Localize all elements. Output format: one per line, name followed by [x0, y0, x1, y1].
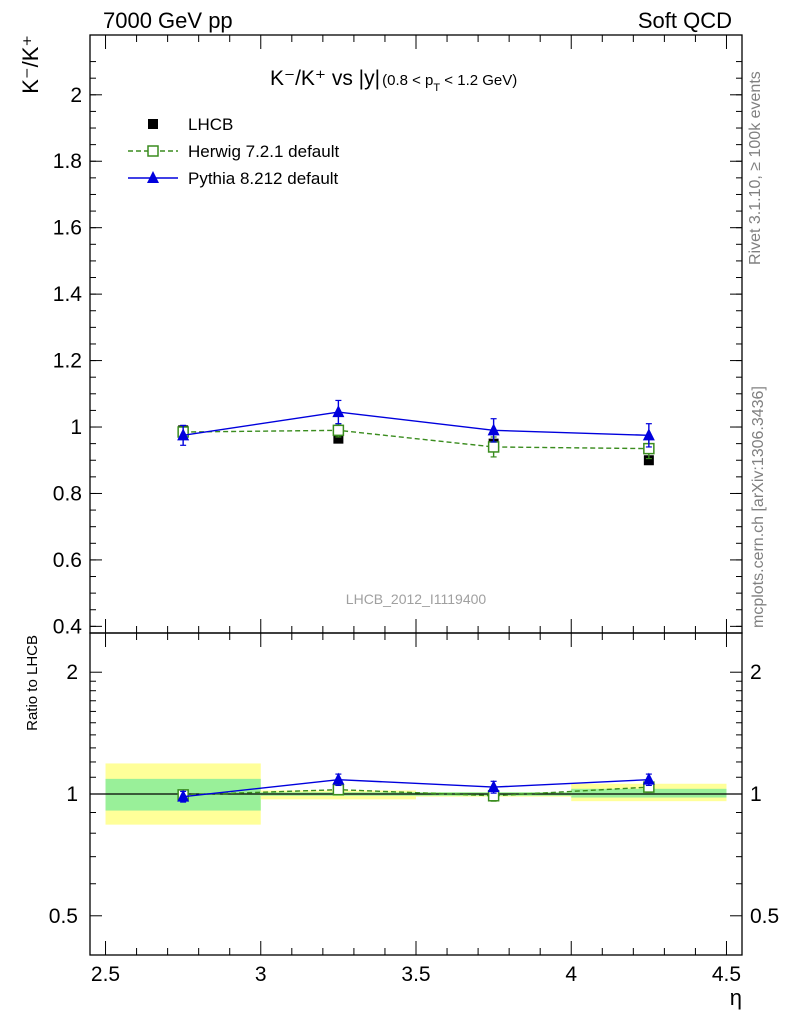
- legend-pythia-label: Pythia 8.212 default: [188, 169, 339, 188]
- legend-pythia-marker: [147, 171, 159, 183]
- x-tick-label: 4: [565, 963, 577, 986]
- main-axis-ticks: 0.4 0.6 0.8 1 1.2 1.4 1.6 1.8 2: [53, 35, 742, 638]
- x-tick-label: 3.5: [401, 963, 430, 986]
- ratio-ytick-label-right: 0.5: [750, 905, 779, 928]
- main-pythia-point: [332, 405, 345, 418]
- ratio-pythia-line: [183, 778, 649, 798]
- ratio-ytick-label-right: 1: [750, 783, 762, 806]
- main-herwig-line: [183, 429, 649, 450]
- ratio-ytick-label-left: 1: [66, 783, 78, 806]
- ratio-axis-ticks: 0.5 0.5 1 1 2 2 2.5 3 3.5 4 4.5: [49, 633, 779, 986]
- legend: LHCB Herwig 7.2.1 default Pythia 8.212 def…: [128, 115, 339, 188]
- mcplots-label: mcplots.cern.ch [arXiv:1306.3436]: [750, 386, 767, 628]
- main-ytick-label: 1: [70, 416, 82, 439]
- main-pythia-point: [487, 423, 500, 436]
- main-ytick-label: 0.6: [53, 549, 82, 572]
- main-herwig-point: [487, 441, 500, 453]
- header-right: Soft QCD: [638, 8, 732, 33]
- ratio-ytick-label-left: 0.5: [49, 905, 78, 928]
- ratio-frame: [89, 632, 743, 956]
- header-left: 7000 GeV pp: [103, 8, 233, 33]
- ratio-series-layer: [177, 772, 655, 803]
- x-axis-label: η: [730, 985, 742, 1010]
- x-tick-label: 2.5: [91, 963, 120, 986]
- ratio-ylabel: Ratio to LHCB: [24, 635, 41, 731]
- main-ytick-label: 1.2: [53, 350, 82, 373]
- x-tick-label: 3: [255, 963, 267, 986]
- main-title: K⁻/K⁺ vs |y| (0.8 < pT < 1.2 GeV): [270, 67, 517, 94]
- main-series-layer: [177, 399, 655, 466]
- main-lhcb-point: [643, 455, 654, 466]
- main-ytick-label: 1.6: [53, 217, 82, 240]
- main-herwig-point: [332, 424, 345, 437]
- legend-herwig-marker: [147, 145, 159, 157]
- main-ytick-label: 0.4: [53, 615, 83, 638]
- ratio-pythia-point: [487, 780, 500, 793]
- ratio-pythia-point: [332, 772, 345, 785]
- main-pythia-line: [183, 411, 649, 437]
- main-pythia-point: [642, 428, 655, 441]
- main-ytick-label: 0.8: [53, 482, 82, 505]
- ratio-ytick-label-right: 2: [750, 661, 762, 684]
- ratio-herwig-point: [332, 783, 345, 796]
- ratio-herwig-line: [183, 786, 649, 797]
- ratio-pythia-point: [177, 789, 190, 802]
- legend-lhcb-marker: [148, 119, 158, 129]
- ratio-pythia-point: [642, 772, 655, 785]
- main-ytick-label: 1.8: [53, 150, 82, 173]
- main-ytick-label: 1.4: [53, 283, 83, 306]
- legend-lhcb-label: LHCB: [188, 115, 233, 134]
- rivet-label: Rivet 3.1.10, ≥ 100k events: [747, 71, 764, 265]
- main-lhcb-point: [333, 433, 344, 444]
- legend-herwig-label: Herwig 7.2.1 default: [188, 142, 339, 161]
- analysis-watermark: LHCB_2012_I1119400: [346, 591, 487, 607]
- main-ytick-label: 2: [70, 84, 82, 107]
- main-ylabel: K⁻/K⁺: [18, 35, 43, 94]
- main-pythia-point: [177, 428, 190, 441]
- ratio-ytick-label-left: 2: [66, 661, 78, 684]
- ratio-band-inner: [571, 788, 727, 798]
- x-tick-label: 4.5: [712, 963, 741, 986]
